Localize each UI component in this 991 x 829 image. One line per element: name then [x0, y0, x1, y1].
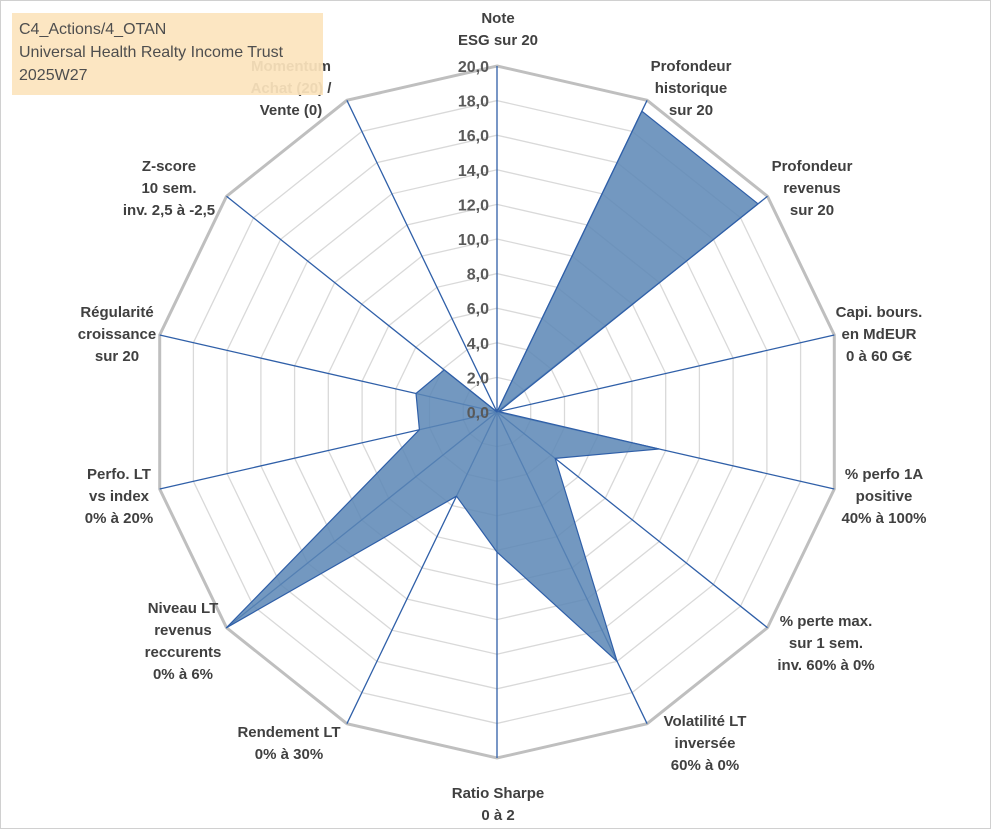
axis-label: Régularité croissance sur 20: [78, 304, 156, 365]
axis-spoke: [496, 334, 835, 413]
axis-label: Z-score 10 sem. inv. 2,5 à -2,5: [123, 158, 215, 219]
axis-label: Profondeur revenus sur 20: [772, 158, 853, 219]
axis-spoke: [346, 100, 498, 413]
axis-label: Profondeur historique sur 20: [651, 58, 732, 119]
axis-label: Perfo. LT vs index 0% à 20%: [85, 466, 153, 527]
axis-label: Rendement LT 0% à 30%: [237, 724, 340, 763]
tick-label: 12,0: [458, 197, 489, 214]
tick-label: 18,0: [458, 94, 489, 111]
series-area: [225, 110, 759, 663]
radar-series: [225, 110, 759, 663]
axis-label: Note ESG sur 20: [458, 10, 538, 49]
tick-label: 0,0: [467, 405, 489, 422]
tick-label: 14,0: [458, 163, 489, 180]
tick-label: 8,0: [467, 267, 489, 284]
axis-label: % perfo 1A positive 40% à 100%: [841, 466, 926, 527]
axis-label: % perte max. sur 1 sem. inv. 60% à 0%: [777, 613, 874, 674]
tick-label: 20,0: [458, 59, 489, 76]
radial-tick-labels: 0,0 2,0 4,0 6,0 8,0 10,0 12,0 14,0 16,0 18,0 20,0: [458, 59, 489, 422]
axis-label: Volatilité LT inversée 60% à 0%: [664, 713, 747, 774]
tick-label: 16,0: [458, 128, 489, 145]
tick-label: 6,0: [467, 301, 489, 318]
title-line-portfolio: C4_Actions/4_OTAN: [19, 21, 167, 38]
tick-label: 4,0: [467, 336, 489, 353]
title-line-week: 2025W27: [19, 67, 88, 84]
title-line-company: Universal Health Realty Income Trust: [19, 44, 284, 61]
axis-label: Niveau LT revenus reccurents 0% à 6%: [145, 600, 222, 683]
axis-label: Capi. bours. en MdEUR 0 à 60 G€: [836, 304, 923, 365]
tick-label: 10,0: [458, 232, 489, 249]
tick-label: 2,0: [467, 370, 489, 387]
chart-title-box: C4_Actions/4_OTAN Universal Health Realt…: [12, 13, 323, 95]
axis-label: Ratio Sharpe 0 à 2: [452, 785, 545, 824]
